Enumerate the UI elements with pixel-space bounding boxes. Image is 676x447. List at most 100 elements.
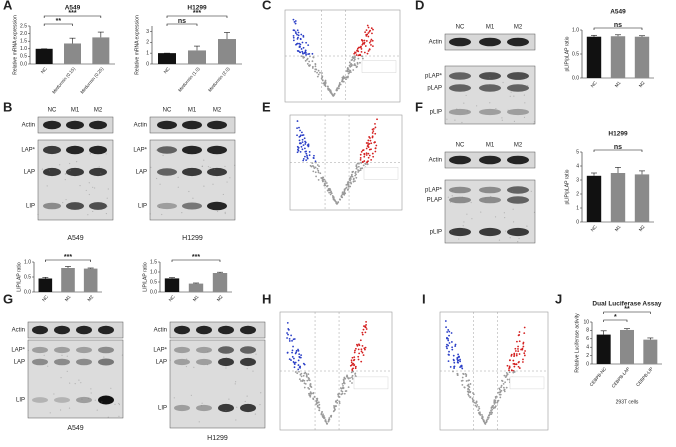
volcano-point [358,169,360,172]
volcano-point [469,396,471,399]
volcano-point [342,382,345,384]
volcano-point [341,80,344,83]
blot-noise [149,213,151,215]
volcano-point [300,375,303,378]
volcano-point [322,176,325,179]
volcano-point [319,172,322,175]
blot-noise [235,381,237,383]
volcano-point [293,363,296,365]
blot-noise [463,221,465,223]
blot-noise [181,211,183,214]
blot-noise [66,370,68,372]
panel-label: B [3,99,12,114]
volcano-point [524,350,526,352]
volcano-point [369,40,372,43]
blot-band [32,325,48,335]
blot-band [218,346,234,354]
volcano-point [304,59,307,62]
volcano-point [508,359,511,362]
volcano-point [316,164,319,166]
volcano-point [307,379,310,381]
y-tick-label: 0 [146,61,149,67]
volcano-point [342,77,345,80]
blot-noise [27,349,29,352]
volcano-point [518,367,521,369]
volcano-point [296,151,299,154]
y-tick-label: 1.0 [150,269,157,275]
volcano-point [359,46,362,49]
volcano-point [360,48,363,50]
blot-band [449,196,471,204]
volcano-point [300,131,303,134]
y-axis-label: pLIP/pLAP ratio [564,36,570,71]
blot-band [479,227,501,237]
blot-noise [96,409,98,411]
y-axis-label: pLIP/pLAP ratio [564,169,570,204]
volcano-point [492,407,495,410]
blot-noise [192,197,194,199]
blot-noise [59,164,61,166]
blot-noise [200,405,203,407]
volcano-point [357,355,360,358]
volcano-point [468,386,471,389]
volcano-point [325,420,327,423]
blot-noise [156,177,158,180]
volcano-point [303,386,306,389]
volcano-point [362,164,365,167]
volcano-point [358,162,360,165]
volcano-point [299,129,301,132]
blot-noise [159,183,161,185]
blot-band [174,404,190,412]
blot-row-label: LAP* [11,348,25,354]
x-axis-label: 293T cells [616,399,639,405]
volcano-point [348,64,351,67]
volcano-point [374,147,377,150]
volcano-point [454,343,457,346]
blot-noise [169,359,171,361]
volcano-point [350,359,353,362]
volcano-point [314,63,317,66]
blot-membrane [27,321,124,339]
volcano-point [461,384,464,386]
volcano-point [354,55,356,58]
volcano-point [494,395,497,398]
blot-caption: A549 [67,425,83,432]
y-tick-label: 0.5 [150,279,157,285]
volcano-point [332,410,335,413]
volcano-point [453,365,456,368]
volcano-point [318,403,321,406]
volcano-point [449,366,452,368]
volcano-point [445,326,447,329]
volcano-point [472,393,475,396]
blot-band [449,186,471,194]
volcano-point [359,153,362,156]
blot-band [479,186,501,194]
blot-noise [229,177,231,179]
blot-row-label: LIP [158,406,167,412]
volcano-point [347,386,350,389]
volcano-point [367,156,370,159]
volcano-point [459,358,461,361]
blot-noise [498,239,501,241]
volcano-point [467,391,470,394]
volcano-point [315,175,317,178]
blot-band [507,37,529,47]
volcano-point [298,370,300,373]
volcano-point [460,379,463,382]
blot-noise [158,206,161,208]
blot-band [479,37,501,47]
blot-noise [509,237,511,239]
volcano-point [351,356,354,359]
volcano-point [467,388,469,391]
blot-band [207,167,227,177]
blot-noise [236,406,238,408]
volcano-point [365,40,368,42]
volcano-point [342,385,344,387]
volcano-point [291,339,293,342]
volcano-point [360,161,362,164]
volcano-point [351,377,354,380]
volcano-point [349,185,352,188]
volcano-point [465,380,468,382]
volcano-point [458,356,460,359]
volcano-point [308,60,311,63]
